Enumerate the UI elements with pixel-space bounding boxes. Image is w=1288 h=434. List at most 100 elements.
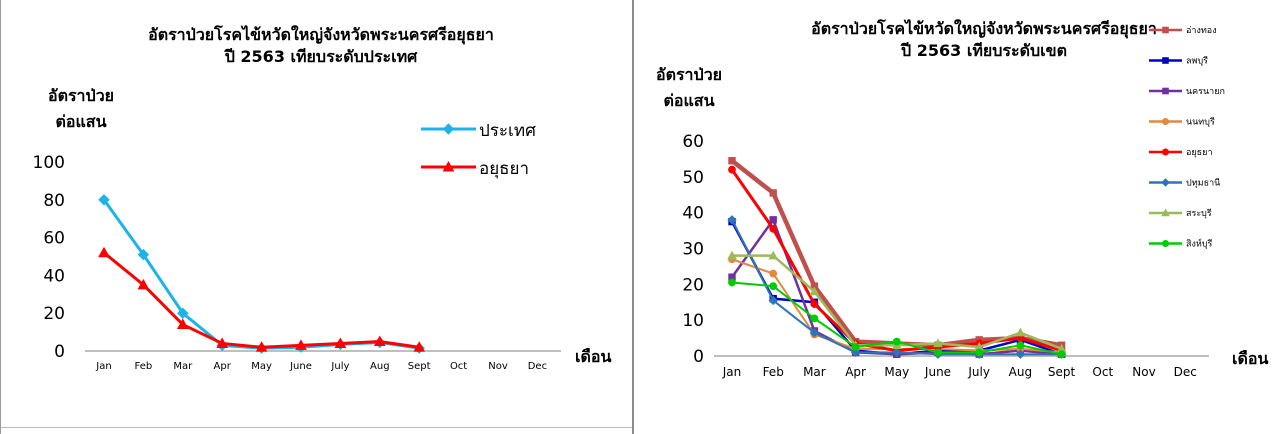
legend-marker bbox=[1162, 87, 1169, 95]
x-axis-label: เดือน bbox=[575, 347, 611, 366]
y-tick-label: 60 bbox=[43, 229, 65, 249]
data-point bbox=[728, 165, 736, 174]
y-tick-label: 0 bbox=[54, 342, 65, 362]
series-line bbox=[732, 254, 1063, 350]
series-1 bbox=[98, 194, 425, 354]
x-tick-label: Feb bbox=[763, 365, 784, 379]
data-point bbox=[810, 314, 819, 323]
x-tick-label: Aug bbox=[370, 361, 390, 372]
x-axis-label: เดือน bbox=[1232, 349, 1268, 368]
y-tick-label: 10 bbox=[682, 311, 704, 331]
legend-label: อยุธยา bbox=[479, 159, 529, 179]
x-tick-label: Jan bbox=[722, 365, 742, 379]
legend-label: ปทุมธานี bbox=[1186, 178, 1220, 189]
legend-item: สิงห์บุรี bbox=[1149, 238, 1213, 250]
data-point bbox=[934, 348, 942, 357]
x-tick-label: Dec bbox=[528, 361, 547, 372]
x-tick-label: Aug bbox=[1009, 365, 1032, 379]
legend-label: ประเทศ bbox=[479, 121, 536, 141]
data-point bbox=[1016, 341, 1025, 350]
legend-marker bbox=[442, 123, 455, 135]
series-2 bbox=[98, 246, 426, 352]
data-point bbox=[809, 286, 820, 296]
data-point bbox=[98, 194, 110, 206]
data-point bbox=[295, 339, 307, 350]
series-line bbox=[730, 168, 1063, 353]
legend-marker bbox=[1161, 178, 1170, 187]
x-tick-label: Apr bbox=[845, 365, 866, 379]
y-tick-label: 50 bbox=[682, 168, 704, 188]
data-point bbox=[413, 341, 426, 352]
chart-subtitle: ปี 2563 เทียบระดับเขต bbox=[900, 41, 1067, 60]
legend-item: นครนายก bbox=[1149, 87, 1225, 97]
x-tick-label: Jan bbox=[95, 361, 111, 372]
data-point bbox=[975, 348, 984, 357]
x-tick-label: Sept bbox=[1048, 365, 1076, 379]
y-tick-label: 100 bbox=[33, 153, 65, 173]
legend-label: นนทบุรี bbox=[1186, 117, 1215, 128]
x-tick-label: Nov bbox=[1132, 365, 1155, 379]
y-tick-label: 60 bbox=[682, 132, 704, 152]
legend-label: อ่างทอง bbox=[1186, 26, 1217, 36]
data-point bbox=[769, 224, 778, 233]
legend-item: อยุธยา bbox=[1149, 148, 1213, 158]
legend-marker bbox=[1162, 148, 1169, 156]
x-tick-label: June bbox=[924, 365, 951, 379]
data-point bbox=[176, 318, 189, 330]
data-point bbox=[1057, 350, 1066, 359]
data-point bbox=[727, 250, 737, 260]
series-line bbox=[102, 198, 420, 350]
data-point bbox=[137, 278, 150, 290]
data-point bbox=[809, 328, 820, 338]
chart-left: อัตราป่วยโรคไข้หวัดใหญ่จังหวัดพระนครศรีอ… bbox=[33, 24, 612, 372]
legend-label: ลพบุรี bbox=[1186, 56, 1208, 67]
series-8 bbox=[728, 278, 1066, 359]
legend-marker bbox=[442, 160, 455, 172]
data-point bbox=[810, 300, 819, 308]
data-point bbox=[255, 341, 268, 352]
legend-item: นนทบุรี bbox=[1149, 117, 1215, 128]
legend-marker bbox=[1162, 26, 1169, 34]
data-point bbox=[177, 307, 189, 319]
legend-marker bbox=[1162, 118, 1169, 125]
data-point bbox=[768, 295, 778, 306]
legend-item: ลพบุรี bbox=[1149, 56, 1208, 67]
x-tick-label: Mar bbox=[173, 361, 193, 372]
data-point bbox=[728, 278, 736, 287]
y-axis-label: อัตราป่วย bbox=[48, 86, 114, 105]
data-point bbox=[334, 337, 347, 348]
data-point bbox=[769, 216, 777, 224]
data-point bbox=[769, 189, 777, 197]
y-axis-label-2: ต่อแสน bbox=[663, 91, 714, 110]
data-point bbox=[98, 246, 110, 258]
legend-item: สระบุรี bbox=[1149, 208, 1212, 219]
chart-title: อัตราป่วยโรคไข้หวัดใหญ่จังหวัดพระนครศรีอ… bbox=[811, 18, 1157, 39]
x-tick-label: Oct bbox=[1092, 365, 1113, 379]
x-tick-label: May bbox=[884, 365, 909, 379]
data-point bbox=[769, 269, 778, 278]
data-point bbox=[1015, 327, 1026, 337]
x-tick-label: Apr bbox=[214, 361, 232, 372]
chart-panel-left: อัตราป่วยโรคไข้หวัดใหญ่จังหวัดพระนครศรีอ… bbox=[0, 0, 632, 434]
legend-item: ประเทศ bbox=[421, 121, 536, 141]
x-tick-label: May bbox=[251, 361, 272, 372]
chart-title: อัตราป่วยโรคไข้หวัดใหญ่จังหวัดพระนครศรีอ… bbox=[148, 24, 494, 45]
data-point bbox=[137, 248, 150, 261]
y-axis-label: อัตราป่วย bbox=[656, 65, 722, 84]
legend-item: อยุธยา bbox=[421, 159, 529, 179]
data-point bbox=[892, 337, 901, 346]
legend-label: นครนายก bbox=[1186, 87, 1225, 97]
data-point bbox=[728, 157, 736, 165]
chart-right: อัตราป่วยโรคไข้หวัดใหญ่จังหวัดพระนครศรีอ… bbox=[656, 18, 1269, 379]
panel-bottom-border bbox=[1, 427, 632, 428]
data-point bbox=[851, 343, 860, 351]
legend-marker bbox=[1161, 208, 1170, 217]
chart-panel-right: อัตราป่วยโรคไข้หวัดใหญ่จังหวัดพระนครศรีอ… bbox=[632, 0, 1288, 434]
series-1 bbox=[728, 157, 1066, 349]
data-point bbox=[850, 347, 861, 358]
y-tick-label: 20 bbox=[43, 304, 65, 324]
data-point bbox=[933, 338, 943, 348]
data-point bbox=[1015, 349, 1026, 359]
data-point bbox=[769, 282, 778, 291]
legend-label: อยุธยา bbox=[1186, 148, 1213, 158]
